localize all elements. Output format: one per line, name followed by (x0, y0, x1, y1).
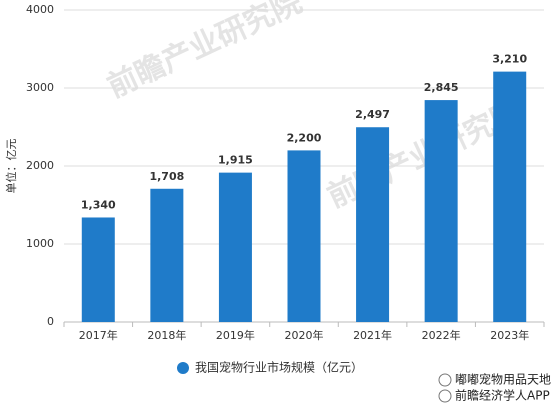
legend-marker (177, 362, 189, 374)
bar (424, 100, 458, 322)
x-tick-label: 2022年 (422, 328, 461, 342)
value-label: 1,915 (218, 154, 253, 167)
bar (287, 150, 321, 322)
source-mark: 前瞻经济学人APP (455, 388, 550, 403)
y-tick-label: 3000 (26, 81, 54, 94)
y-tick-label: 1000 (26, 237, 54, 250)
value-label: 2,200 (287, 131, 322, 144)
y-tick-label: 4000 (26, 3, 54, 16)
legend-label: 我国宠物行业市场规模（亿元） (195, 360, 363, 375)
value-label: 2,497 (355, 108, 390, 121)
watermark: 前瞻产业研究院 (102, 0, 307, 105)
y-axis-label: 单位：亿元 (4, 139, 18, 194)
bar (150, 188, 184, 322)
value-label: 2,845 (424, 81, 459, 94)
x-tick-label: 2019年 (216, 328, 255, 342)
y-tick-label: 0 (47, 315, 54, 328)
x-tick-label: 2020年 (285, 328, 324, 342)
wechat-icon (438, 373, 452, 387)
value-label: 3,210 (492, 53, 527, 66)
bar (81, 217, 115, 322)
source-mark: 嘟嘟宠物用品天地 (455, 372, 551, 387)
wechat-icon (438, 389, 452, 403)
value-label: 1,340 (81, 198, 116, 211)
y-tick-label: 2000 (26, 159, 54, 172)
value-label: 1,708 (149, 170, 184, 183)
x-tick-label: 2017年 (79, 328, 118, 342)
x-tick-label: 2018年 (147, 328, 186, 342)
bar (218, 172, 252, 322)
x-tick-label: 2023年 (490, 328, 529, 342)
bar (356, 127, 390, 322)
x-tick-label: 2021年 (353, 328, 392, 342)
bar (493, 71, 527, 323)
